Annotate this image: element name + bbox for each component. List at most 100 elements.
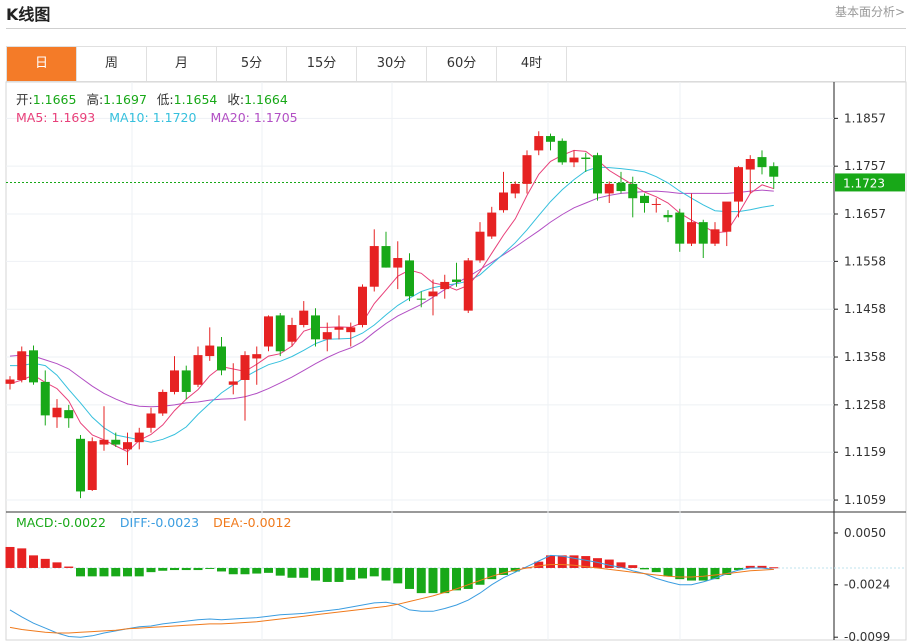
candle-body [405, 260, 414, 297]
candle-body [134, 432, 144, 443]
macd-histogram-bar [581, 556, 591, 568]
grid-lines [6, 82, 834, 640]
current-price-badge [835, 173, 905, 192]
y-axis-labels: 1.1857 1.1757 1.1657 1.1558 1.1458 1.1358 1.12… [834, 111, 905, 507]
candle-body [628, 183, 638, 199]
candle-body [170, 370, 179, 392]
diff-label: DIFF: [120, 515, 151, 530]
macd-histogram-bar [17, 548, 27, 568]
tab-60min[interactable]: 60分 [427, 47, 497, 81]
macd-histogram-bar [628, 565, 638, 568]
macd-histogram-bar [29, 555, 38, 568]
macd-histogram-bar [534, 561, 544, 568]
diff-line [9, 554, 774, 638]
macd-histogram-bar [52, 562, 62, 568]
candle-body [593, 155, 602, 194]
tab-4hour[interactable]: 4时 [497, 47, 567, 81]
macd-histogram-bar [381, 567, 391, 581]
macd-panel: 0.0050 -0.0024 -0.0099 [5, 526, 906, 643]
tab-month[interactable]: 月 [147, 47, 217, 81]
candle-body [393, 258, 403, 268]
candle-body [146, 413, 156, 428]
candle-body [546, 136, 555, 142]
timeframe-tabs: 日 周 月 5分 15分 30分 60分 4时 [6, 46, 906, 82]
macd-label: MACD: [16, 515, 58, 530]
macd-readout: MACD:-0.0022 DIFF:-0.0023 DEA:-0.0012 [16, 515, 291, 530]
macd-y-tick-label: -0.0024 [844, 578, 890, 592]
tab-day[interactable]: 日 [7, 47, 77, 81]
macd-histogram-bar [687, 567, 696, 581]
candle-body [5, 379, 15, 384]
candlesticks [5, 131, 779, 499]
low-label: 低: [157, 92, 174, 107]
macd-histogram-bar [5, 546, 15, 568]
macd-y-tick-label: -0.0099 [844, 630, 890, 643]
tab-5min[interactable]: 5分 [217, 47, 287, 81]
macd-histogram-bar [698, 567, 708, 581]
macd-histogram-bar [322, 567, 332, 582]
tab-30min[interactable]: 30分 [357, 47, 427, 81]
candle-body [651, 203, 661, 205]
tab-week[interactable]: 周 [77, 47, 147, 81]
macd-histogram-bar [452, 567, 461, 591]
candle-body [275, 315, 285, 352]
candle-body [252, 354, 262, 359]
candle-body [675, 212, 685, 244]
y-tick-label: 1.1059 [844, 493, 886, 507]
header-divider [6, 28, 906, 29]
macd-histogram-bar [334, 567, 344, 582]
macd-histogram-bar [99, 567, 109, 577]
macd-histogram-bar [475, 567, 485, 585]
candle-body [722, 201, 732, 232]
macd-histogram-bar [369, 567, 379, 577]
ma20-line [9, 189, 774, 408]
fundamental-analysis-link[interactable]: 基本面分析> [834, 5, 905, 19]
candle-body [734, 167, 743, 202]
macd-histogram-bar [640, 567, 649, 570]
macd-value: -0.0022 [58, 515, 106, 530]
macd-histogram-bar [240, 567, 250, 575]
macd-y-tick-label: 0.0050 [844, 526, 886, 540]
candle-body [205, 345, 215, 357]
macd-histogram-bar [217, 567, 226, 572]
candle-body [463, 260, 473, 311]
macd-histogram-bar [616, 562, 626, 568]
macd-histogram-bar [64, 566, 74, 568]
candle-body [475, 231, 485, 261]
candle-body [416, 298, 426, 300]
macd-histogram-bar [346, 567, 356, 580]
candle-body [87, 441, 97, 490]
chart-frame [5, 81, 907, 641]
macd-histogram-bar [181, 567, 191, 571]
macd-histogram-bar [722, 567, 732, 575]
macd-histogram-bar [428, 567, 438, 594]
candle-body [334, 327, 344, 330]
tab-15min[interactable]: 15分 [287, 47, 357, 81]
candle-body [499, 192, 508, 211]
macd-histogram-bar [604, 559, 614, 568]
macd-histogram-bar [193, 567, 203, 571]
macd-histogram-bar [393, 567, 403, 584]
candle-body [346, 327, 356, 333]
macd-histogram-bar [734, 567, 743, 571]
macd-histogram-bar [405, 567, 414, 589]
diff-value: -0.0023 [151, 515, 199, 530]
macd-histogram-bar [593, 558, 602, 568]
y-tick-label: 1.1757 [844, 159, 886, 173]
candle-body [487, 212, 497, 237]
ma10-value: 1.1720 [153, 110, 197, 125]
candle-body [428, 291, 438, 297]
candle-body [710, 229, 720, 244]
candle-body [381, 246, 391, 268]
macd-histogram-bar [487, 567, 497, 580]
candle-body [287, 324, 297, 342]
candle-body [264, 316, 273, 347]
candle-body [40, 381, 50, 416]
y-tick-label: 1.1159 [844, 445, 886, 459]
ma10-label: MA10: [109, 110, 148, 125]
y-tick-label: 1.1558 [844, 254, 886, 268]
candle-body [193, 355, 203, 385]
y-tick-label: 1.1458 [844, 302, 886, 316]
candle-body [640, 195, 649, 204]
candle-body [64, 410, 74, 419]
